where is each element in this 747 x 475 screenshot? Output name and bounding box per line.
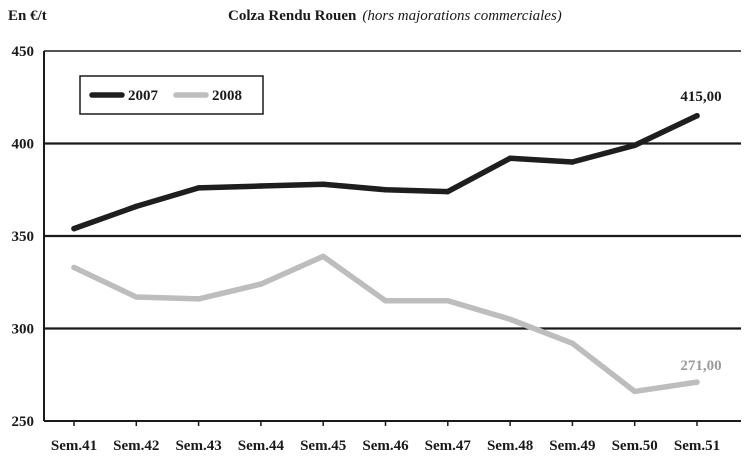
data-point-2007 (507, 155, 513, 162)
series-line-2008 (71, 253, 700, 395)
x-tick-label: Sem.45 (300, 438, 346, 454)
data-point-2007 (569, 159, 576, 165)
legend-label-2007: 2007 (128, 88, 159, 104)
data-point-2007 (258, 183, 264, 189)
data-point-2008 (133, 294, 140, 300)
end-label-2007: 415,00 (680, 89, 721, 105)
x-tick-label: Sem.51 (674, 438, 720, 454)
data-point-2008 (569, 340, 576, 347)
x-tick-label: Sem.42 (113, 438, 159, 454)
y-tick-label-250: 250 (12, 414, 35, 430)
x-tick-label: Sem.46 (362, 438, 409, 454)
data-point-2007 (71, 225, 77, 232)
chart-subtitle: (hors majorations commerciales) (362, 8, 562, 24)
data-point-2008 (195, 296, 202, 302)
data-point-2008 (258, 281, 264, 287)
x-tick-label: Sem.41 (51, 438, 97, 454)
x-tick-label: Sem.44 (238, 438, 285, 454)
data-point-2007 (195, 185, 202, 191)
y-tick-label-450: 450 (12, 44, 35, 60)
legend: 2007 2008 (79, 75, 264, 115)
x-axis-ticks: Sem.41 Sem.42 Sem.43 Sem.44 Sem.45 Sem.46 Sem.… (51, 421, 720, 454)
series-lines (71, 113, 700, 395)
y-axis-ticks: 250 300 350 400 450 (12, 44, 35, 430)
data-point-2007 (445, 188, 451, 195)
series-line-2007 (71, 113, 700, 232)
x-tick-label: Sem.47 (425, 438, 472, 454)
data-point-2008 (631, 388, 638, 395)
x-tick-label: Sem.48 (487, 438, 533, 454)
y-axis-unit-label: En €/t (8, 8, 47, 24)
chart-title-main: Colza Rendu Rouen (228, 8, 357, 24)
data-point-2008 (507, 316, 513, 322)
data-point-2008 (382, 298, 389, 304)
data-point-2007 (631, 142, 638, 149)
y-tick-label-300: 300 (12, 322, 35, 338)
x-tick-label: Sem.49 (549, 438, 595, 454)
data-point-2007 (133, 203, 140, 210)
end-labels: 415,00 271,00 (680, 89, 721, 374)
data-point-2008 (320, 253, 326, 260)
data-point-2007 (382, 187, 389, 193)
data-point-2007 (694, 113, 700, 119)
data-point-2007 (320, 181, 326, 187)
y-tick-label-400: 400 (12, 137, 35, 153)
y-tick-label-350: 350 (12, 229, 35, 245)
data-point-2008 (445, 298, 451, 304)
data-point-2008 (694, 379, 700, 385)
chart-title: Colza Rendu Rouen (hors majorations comme… (228, 8, 562, 25)
data-point-2008 (71, 264, 77, 271)
x-tick-label: Sem.50 (612, 438, 658, 454)
x-tick-label: Sem.43 (175, 438, 221, 454)
gridlines (43, 50, 741, 422)
legend-label-2008: 2008 (212, 88, 242, 104)
end-label-2008: 271,00 (680, 358, 721, 374)
